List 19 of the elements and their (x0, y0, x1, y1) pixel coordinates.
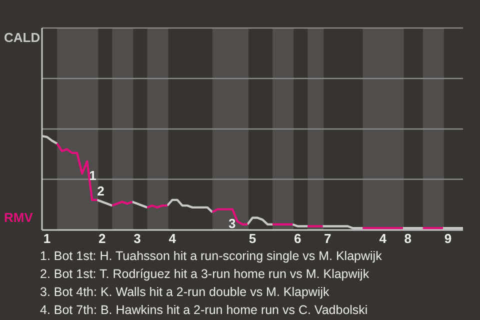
text: RMV (4, 210, 34, 225)
x-tick-label: 6 (294, 231, 302, 246)
x-tick-label: 9 (444, 231, 452, 246)
text: 4. Bot 7th: B. Hawkins hit a 2-run home run vs C. Vadbolski (40, 302, 369, 319)
text: 2. Bot 1st: T. Rodríguez hit a 3-run home run vs M. Klapwijk (40, 266, 370, 283)
x-tick-label: 1 (43, 231, 51, 246)
x-tick-label: 3 (134, 231, 141, 246)
text: CALD (4, 30, 40, 45)
text: 3. Bot 4th: K. Walls hit a 2-run double vs M. Klapwijk (40, 284, 330, 301)
x-tick-label: 5 (248, 231, 256, 246)
annotation: 2 (97, 183, 104, 198)
x-tick-label: 8 (404, 231, 412, 246)
x-tick-label: 4 (379, 231, 388, 246)
x-tick-label: 2 (98, 231, 106, 246)
x-tick-label: 4 (168, 231, 177, 246)
annotation: 1 (89, 168, 96, 184)
x-tick-label: 7 (324, 231, 332, 246)
annotation: 3 (228, 216, 236, 231)
text: 1. Bot 1st: H. Tuahsson hit a run-scoring single vs M. Klapwijk (40, 248, 382, 265)
